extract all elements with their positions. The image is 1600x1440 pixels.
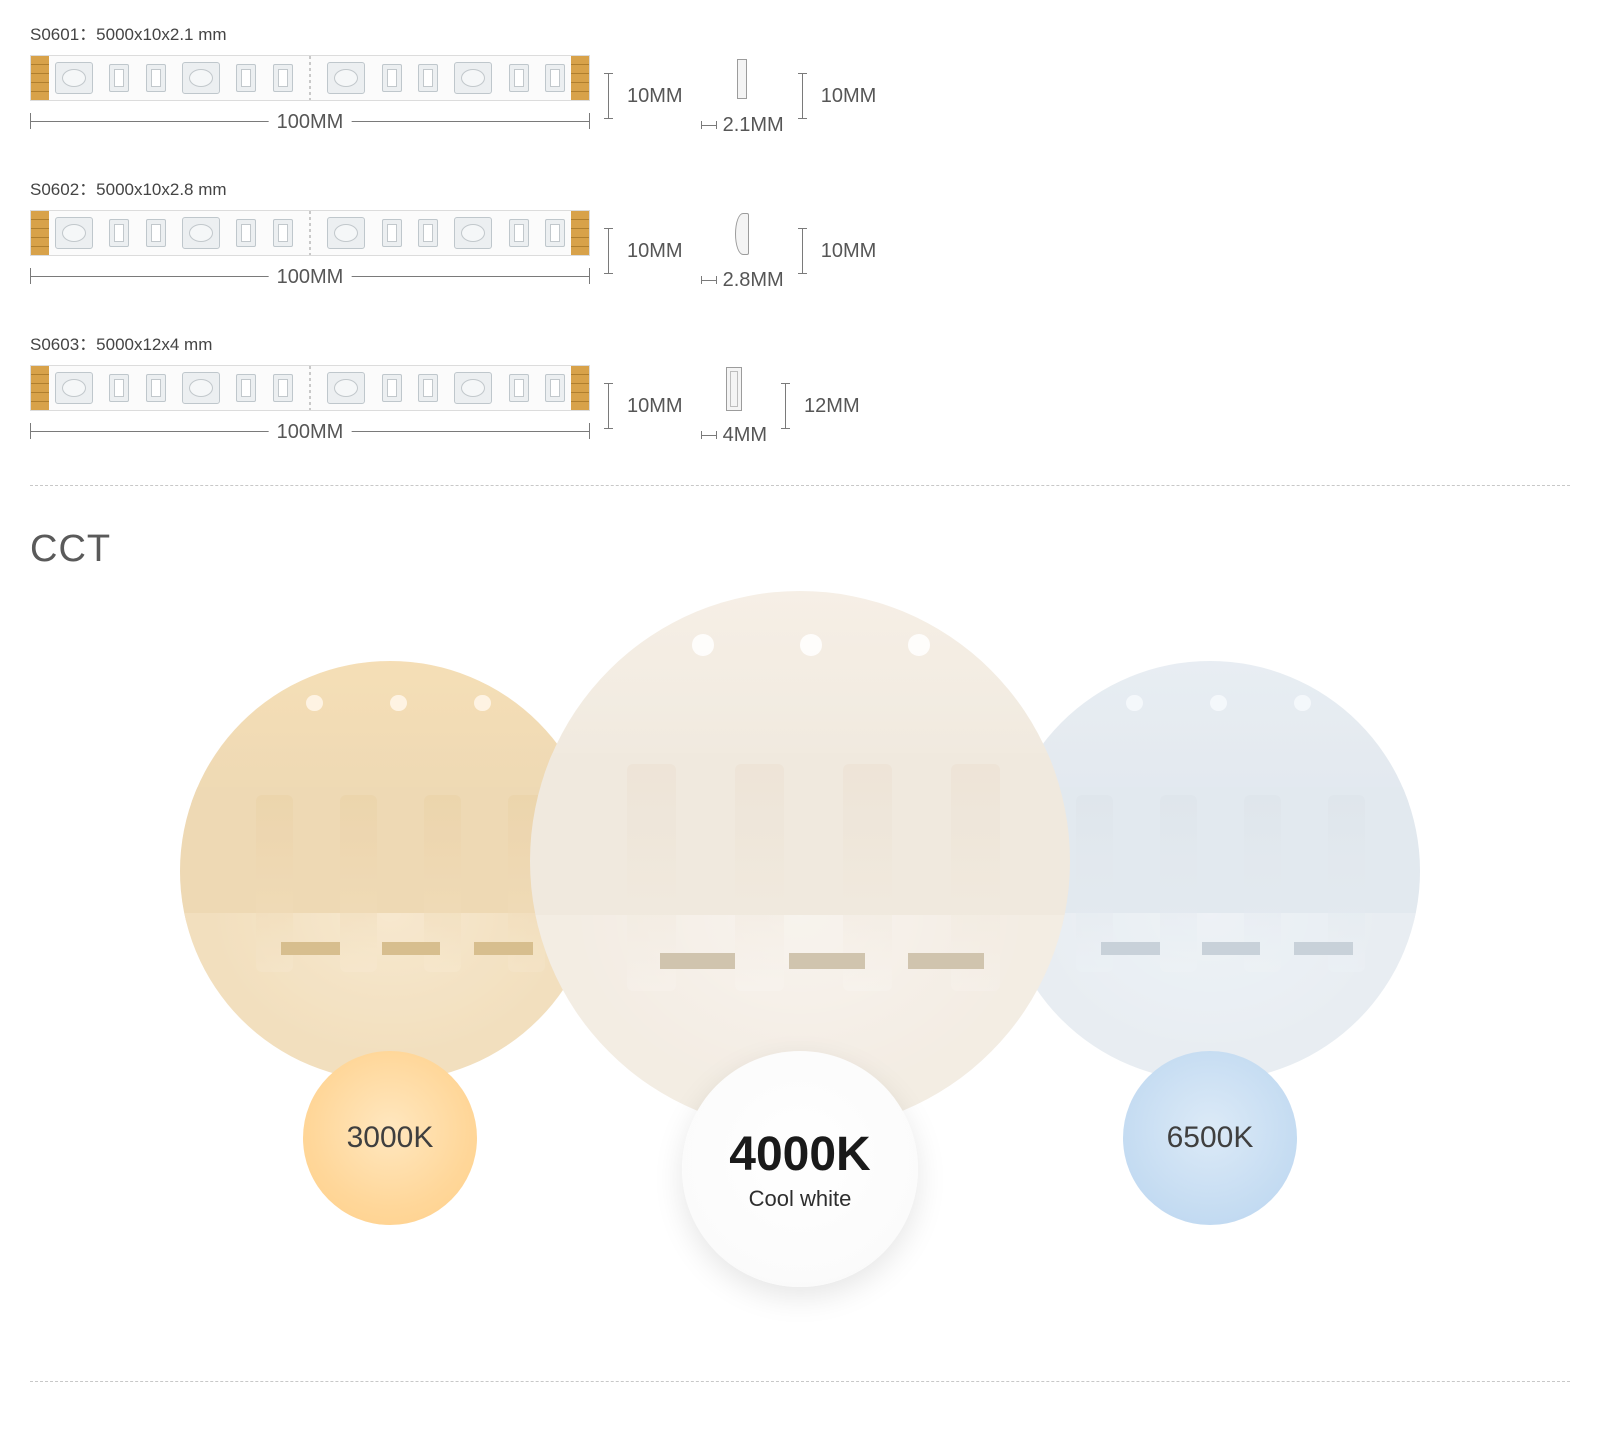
cct-badge-value: 6500K [1167, 1121, 1254, 1155]
cct-badge-4000k: 4000K Cool white [682, 1051, 918, 1287]
spec-block: S0602：5000x10x2.8 mm 100MM 10MM 2.8MM 10MM [30, 175, 1570, 292]
cross-section-icon [701, 56, 784, 102]
thickness-dimension: 2.1MM [701, 114, 784, 137]
spec-block: S0603：5000x12x4 mm 100MM 10MM 4MM 12MM [30, 330, 1570, 447]
spec-row: 100MM 10MM 2.1MM 10MM [30, 55, 1570, 137]
height-label-left: 10MM [627, 395, 683, 418]
cct-section: CCT 3000K 6500K 4000K Cool white [30, 528, 1570, 1351]
cross-section-col: 4MM [701, 366, 767, 447]
height-dimension-left [608, 73, 609, 119]
length-dimension: 100MM [30, 109, 590, 137]
cross-section-icon [701, 211, 784, 257]
height-dimension-right [785, 383, 786, 429]
cct-badge-value: 4000K [729, 1127, 870, 1182]
height-dimension-right [802, 73, 803, 119]
height-label-right: 10MM [821, 85, 877, 108]
spec-title: S0603：5000x12x4 mm [30, 330, 1570, 355]
thickness-dimension: 2.8MM [701, 269, 784, 292]
cross-section-col: 2.8MM [701, 211, 784, 292]
cct-badge-6500k: 6500K [1123, 1051, 1297, 1225]
led-strip-diagram: 100MM [30, 365, 590, 447]
height-dimension-left [608, 228, 609, 274]
spec-row: 100MM 10MM 2.8MM 10MM [30, 210, 1570, 292]
height-label-left: 10MM [627, 85, 683, 108]
cct-heading: CCT [30, 528, 1570, 571]
section-divider [30, 485, 1570, 486]
cct-badge-value: 3000K [347, 1121, 434, 1155]
spec-block: S0601：5000x10x2.1 mm 100MM 10MM 2.1MM 10MM [30, 20, 1570, 137]
spec-row: 100MM 10MM 4MM 12MM [30, 365, 1570, 447]
spec-diagrams: S0601：5000x10x2.1 mm100MM10MM2.1MM10MMS0… [30, 20, 1570, 447]
height-label-right: 10MM [821, 240, 877, 263]
height-dimension-right [802, 228, 803, 274]
cct-stage: 3000K 6500K 4000K Cool white [30, 581, 1570, 1351]
length-dimension: 100MM [30, 264, 590, 292]
length-dimension: 100MM [30, 419, 590, 447]
height-label-right: 12MM [804, 395, 860, 418]
section-divider-bottom [30, 1381, 1570, 1382]
cct-badge-3000k: 3000K [303, 1051, 477, 1225]
cross-section-col: 2.1MM [701, 56, 784, 137]
spec-title: S0602：5000x10x2.8 mm [30, 175, 1570, 200]
cross-section-icon [701, 366, 767, 412]
cct-badge-sublabel: Cool white [749, 1186, 852, 1212]
height-dimension-left [608, 383, 609, 429]
thickness-dimension: 4MM [701, 424, 767, 447]
led-strip-diagram: 100MM [30, 210, 590, 292]
cct-room-4000k [530, 591, 1070, 1131]
spec-title: S0601：5000x10x2.1 mm [30, 20, 1570, 45]
led-strip-diagram: 100MM [30, 55, 590, 137]
height-label-left: 10MM [627, 240, 683, 263]
